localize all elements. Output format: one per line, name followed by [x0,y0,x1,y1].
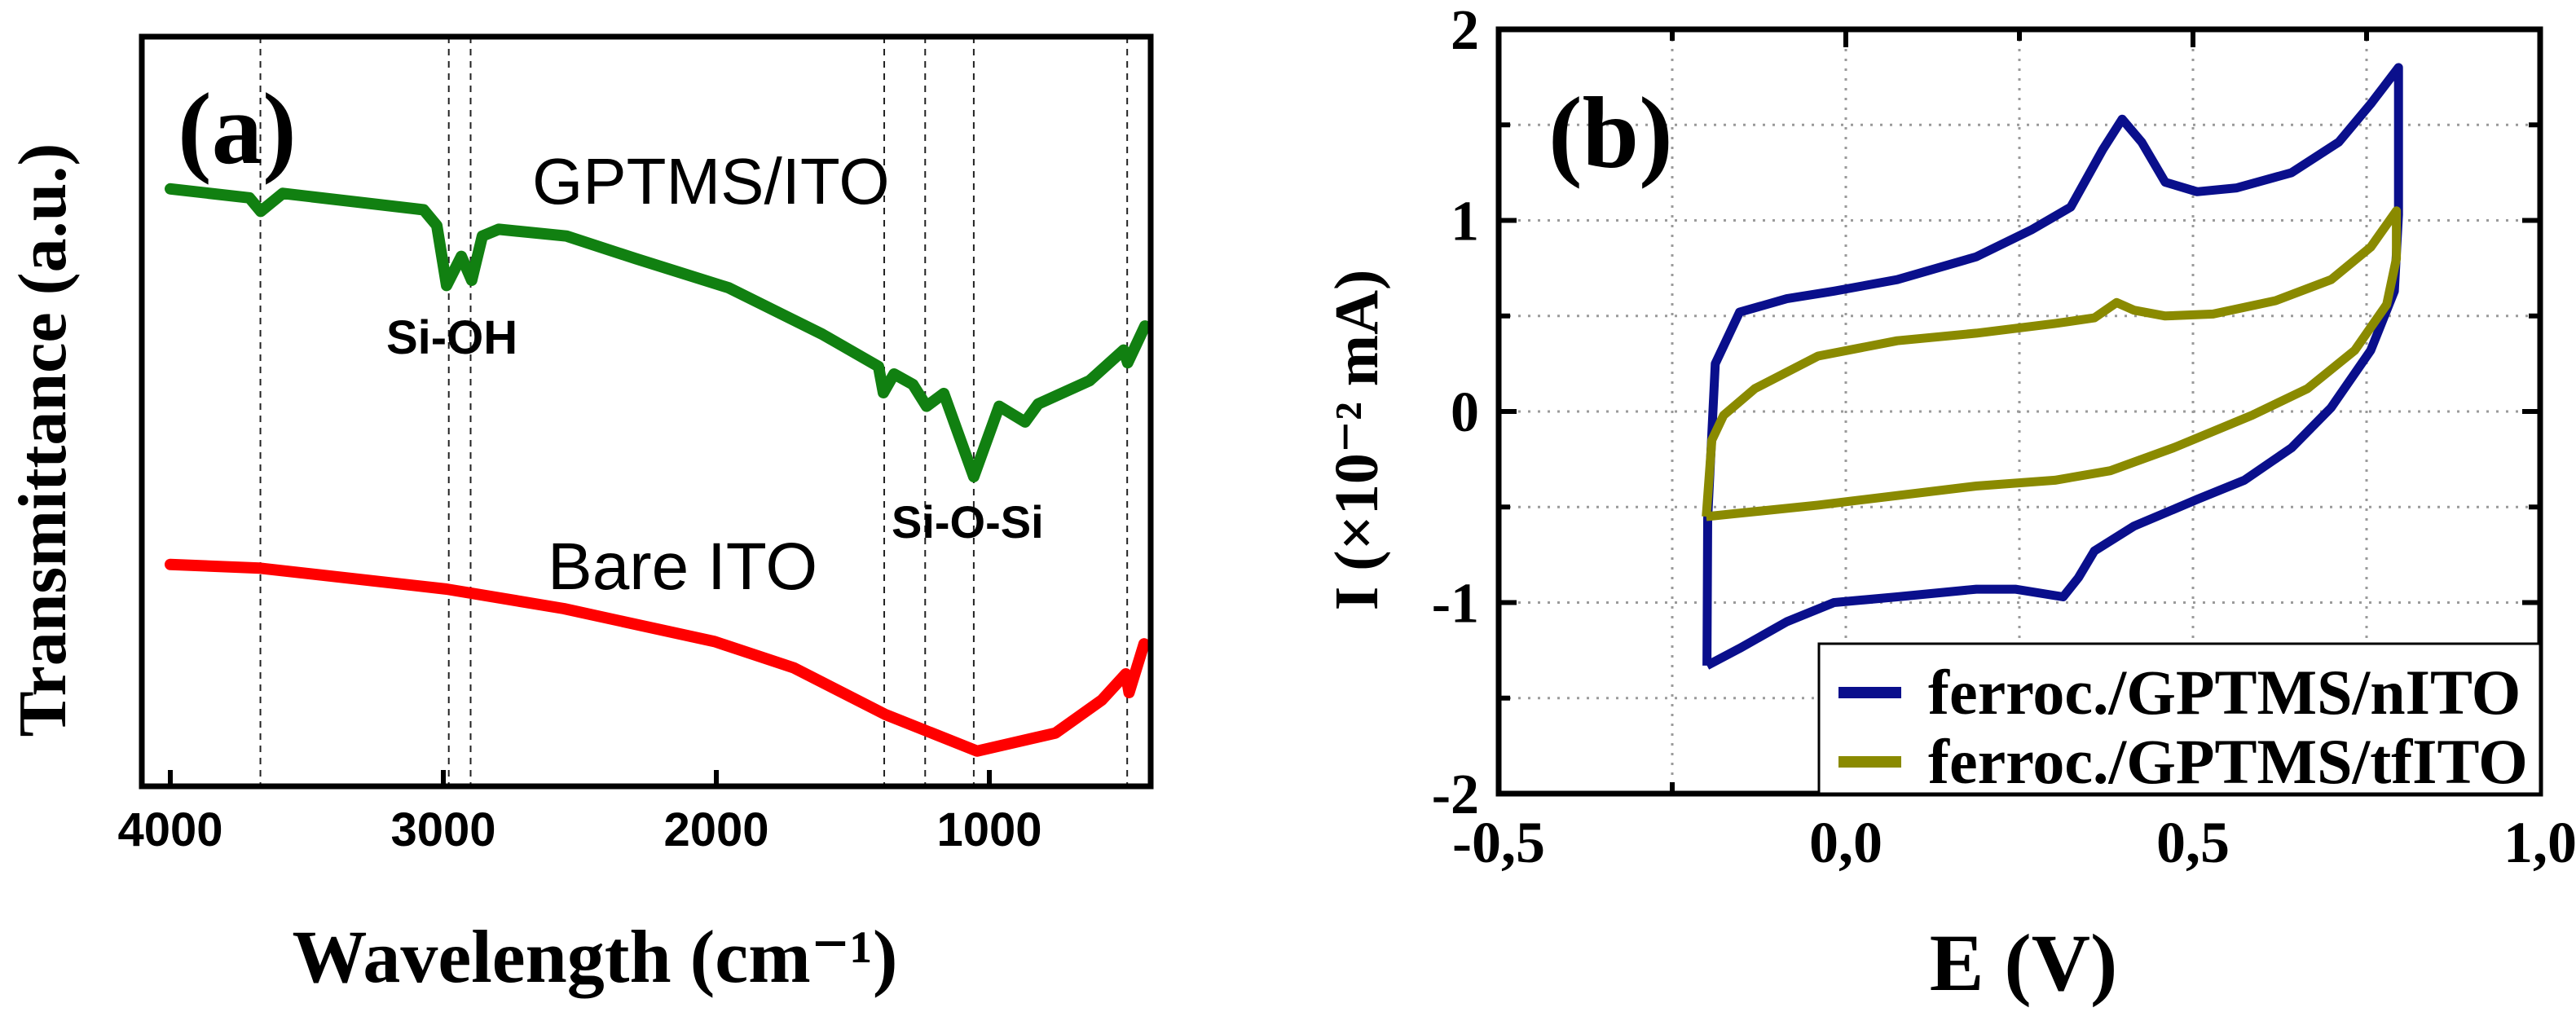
annotation-si-oh: Si-OH [386,311,517,364]
y-tick-label: 0 [1451,381,1479,444]
x-tick-label: -0,5 [1452,810,1545,875]
legend-label-tfito: ferroc./GPTMS/tfITO [1928,726,2528,797]
y-tick-label: 2 [1451,0,1479,62]
x-tick-label: 3000 [390,803,495,856]
panel-label: (b) [1548,77,1673,190]
axis-ticks: -0,5 0,0 0,5 1,0 2 1 0 -1 -2 [1432,0,2576,875]
legend-label-nito: ferroc./GPTMS/nITO [1928,657,2521,728]
series-group [1702,63,2403,670]
y-axis-label: Transmittance (a.u.) [5,143,81,737]
x-axis-label: E (V) [1930,917,2118,1008]
x-tick-label: 1000 [936,803,1041,856]
y-tick-label: 1 [1451,191,1479,253]
series-line-gptms-ito [165,183,1151,482]
series-line-ferroc-gptms-nito [1702,63,2403,670]
panel-label: (a) [178,73,297,186]
series-group [165,183,1151,757]
y-tick-label: -1 [1432,573,1479,636]
panel-a-ftir-chart: 4000 3000 2000 1000 (a) GPTMS/ITO Si-OH Bar… [5,33,1154,998]
series-line-ferroc-gptms-tfito [1702,206,2402,521]
x-axis-label: Wavelength (cm⁻¹) [292,915,897,998]
reference-lines [259,37,1129,786]
y-axis-label: I (×10⁻² mA) [1323,270,1391,611]
series-line-bare-ito [165,558,1150,757]
annotation-si-o-si: Si-O-Si [892,496,1044,548]
panel-b-cv-chart: -0,5 0,0 0,5 1,0 2 1 0 -1 -2 (b) ferroc./GPTMS/n… [1323,0,2576,1008]
x-tick-label: 1,0 [2503,810,2576,875]
x-tick-label: 0,0 [1809,810,1882,875]
y-tick-label: -2 [1432,763,1479,826]
annotation-bare-ito: Bare ITO [548,530,817,604]
annotation-gptms-ito: GPTMS/ITO [532,145,890,218]
legend: ferroc./GPTMS/nITO ferroc./GPTMS/tfITO [1817,642,2542,797]
x-tick-label: 0,5 [2156,810,2230,875]
x-tick-label: 4000 [117,803,222,856]
x-ticks: 4000 3000 2000 1000 [117,770,1042,856]
plot-frame [139,33,1154,790]
legend-box [1817,642,2542,795]
x-tick-label: 2000 [663,803,768,856]
